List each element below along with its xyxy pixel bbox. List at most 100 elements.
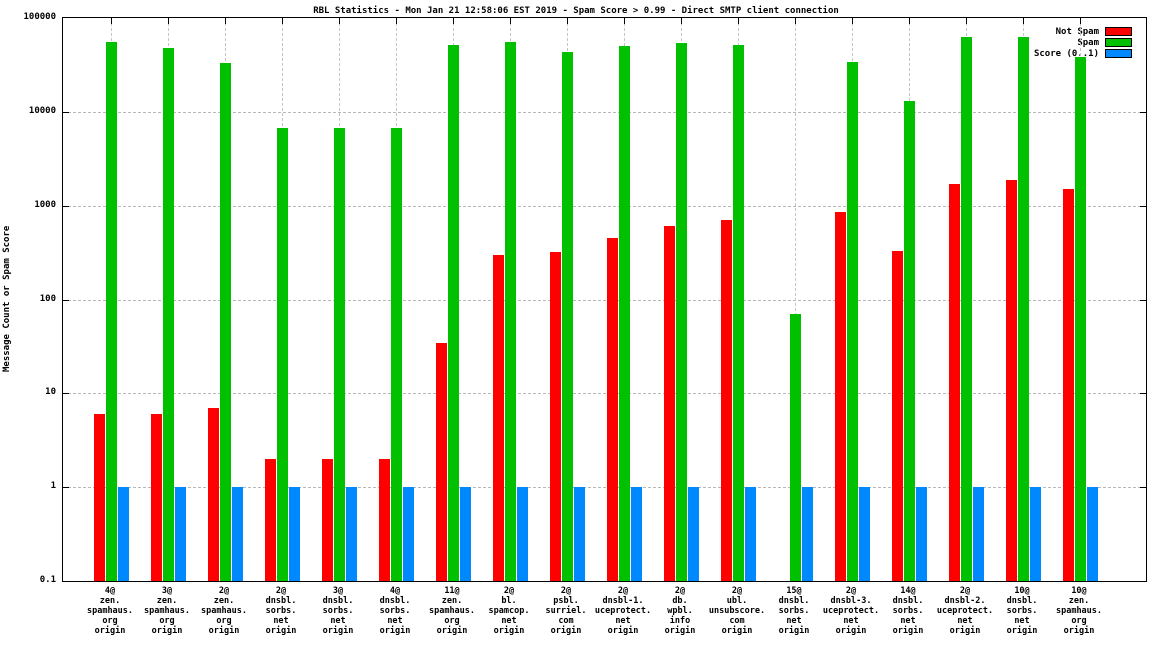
x-category-line: psbl. <box>553 596 579 606</box>
y-tick-label: 100 <box>39 294 56 304</box>
x-category-line: dnsbl-1. <box>602 596 644 606</box>
x-category-label: 4@ zen. spamhaus. org origin <box>78 586 142 636</box>
legend: Not Spam Spam Score (0..1) <box>1034 26 1132 59</box>
x-tick-mark <box>339 18 340 24</box>
x-category-label: 15@ dnsbl. sorbs. net origin <box>762 586 826 636</box>
bar-spam <box>847 62 858 581</box>
x-category-line: origin <box>949 626 981 636</box>
x-category-line: com <box>729 616 745 626</box>
x-category-label: 3@ zen. spamhaus. org origin <box>135 586 199 636</box>
bar-not-spam <box>322 459 333 581</box>
x-category-line: bl. <box>501 596 517 606</box>
x-category-line: sorbs. <box>778 606 810 616</box>
y-tick-mark <box>1140 393 1146 394</box>
bar-spam <box>676 43 687 581</box>
x-category-line: net <box>1014 616 1030 626</box>
x-category-label: 11@ zen. spamhaus. org origin <box>420 586 484 636</box>
x-tick-mark <box>510 18 511 24</box>
y-tick-mark <box>1140 206 1146 207</box>
bar-score-0-1- <box>517 487 528 581</box>
bar-spam <box>505 42 516 581</box>
x-category-line: 2@ <box>731 586 743 596</box>
legend-row: Spam <box>1034 37 1132 48</box>
bar-spam <box>733 45 744 581</box>
x-category-line: unsubscore. <box>708 606 766 616</box>
bar-spam <box>220 63 231 581</box>
x-category-label: 2@ psbl. surriel. com origin <box>534 586 598 636</box>
y-tick-label: 0.1 <box>39 575 56 585</box>
x-category-line: sorbs. <box>379 606 411 616</box>
x-category-line: 15@ <box>786 586 802 596</box>
x-tick-mark <box>567 18 568 24</box>
y-tick-label: 10 <box>45 387 56 397</box>
x-category-line: zen. <box>1068 596 1090 606</box>
bar-score-0-1- <box>574 487 585 581</box>
x-category-line: dnsbl. <box>778 596 810 606</box>
y-tick-mark <box>63 112 69 113</box>
x-category-line: uceprotect. <box>594 606 652 616</box>
bar-score-0-1- <box>403 487 414 581</box>
y-tick-mark <box>63 206 69 207</box>
x-category-label: 2@ ubl. unsubscore. com origin <box>705 586 769 636</box>
x-tick-mark <box>738 18 739 24</box>
bar-not-spam <box>835 212 846 581</box>
x-category-line: 2@ <box>275 586 287 596</box>
x-category-label: 2@ dnsbl-1. uceprotect. net origin <box>591 586 655 636</box>
x-category-line: origin <box>550 626 582 636</box>
x-category-line: ubl. <box>726 596 748 606</box>
x-tick-mark <box>681 18 682 24</box>
x-tick-mark <box>453 18 454 24</box>
bar-spam <box>163 48 174 581</box>
x-category-line: uceprotect. <box>936 606 994 616</box>
x-tick-mark <box>624 18 625 24</box>
bar-score-0-1- <box>688 487 699 581</box>
x-category-line: 2@ <box>959 586 971 596</box>
x-category-line: origin <box>436 626 468 636</box>
bar-score-0-1- <box>1087 487 1098 581</box>
x-category-label: 3@ dnsbl. sorbs. net origin <box>306 586 370 636</box>
x-category-line: net <box>900 616 916 626</box>
x-category-line: zen. <box>99 596 121 606</box>
x-category-line: 3@ <box>161 586 173 596</box>
bar-not-spam <box>1006 180 1017 581</box>
x-category-line: sorbs. <box>322 606 354 616</box>
bar-not-spam <box>436 343 447 581</box>
gridline-vertical <box>795 18 796 581</box>
y-tick-mark <box>1140 487 1146 488</box>
x-category-line: origin <box>721 626 753 636</box>
x-category-line: 2@ <box>845 586 857 596</box>
bar-score-0-1- <box>118 487 129 581</box>
x-category-label: 10@ zen. spamhaus. org origin <box>1047 586 1111 636</box>
legend-row: Score (0..1) <box>1034 48 1132 59</box>
y-tick-label: 1 <box>50 481 56 491</box>
x-tick-mark <box>282 18 283 24</box>
bar-not-spam <box>493 255 504 581</box>
bar-score-0-1- <box>859 487 870 581</box>
x-category-line: net <box>330 616 346 626</box>
x-category-line: wpbl. <box>667 606 693 616</box>
x-category-line: origin <box>493 626 525 636</box>
legend-row: Not Spam <box>1034 26 1132 37</box>
x-category-line: net <box>501 616 517 626</box>
bar-not-spam <box>550 252 561 581</box>
gridline-horizontal <box>63 112 1146 113</box>
bar-score-0-1- <box>973 487 984 581</box>
bar-spam <box>790 314 801 581</box>
bar-spam <box>334 128 345 581</box>
x-tick-mark <box>966 18 967 24</box>
x-category-label: 2@ dnsbl-3. uceprotect. net origin <box>819 586 883 636</box>
x-category-line: sorbs. <box>1006 606 1038 616</box>
y-tick-mark <box>63 393 69 394</box>
bar-score-0-1- <box>802 487 813 581</box>
x-category-line: 2@ <box>674 586 686 596</box>
x-category-line: net <box>843 616 859 626</box>
x-category-line: spamhaus. <box>143 606 191 616</box>
x-tick-mark <box>225 18 226 24</box>
bar-not-spam <box>1063 189 1074 581</box>
x-tick-mark <box>852 18 853 24</box>
x-category-line: sorbs. <box>892 606 924 616</box>
bar-score-0-1- <box>346 487 357 581</box>
x-category-line: spamhaus. <box>200 606 248 616</box>
x-category-line: db. <box>672 596 688 606</box>
x-category-label: 4@ dnsbl. sorbs. net origin <box>363 586 427 636</box>
